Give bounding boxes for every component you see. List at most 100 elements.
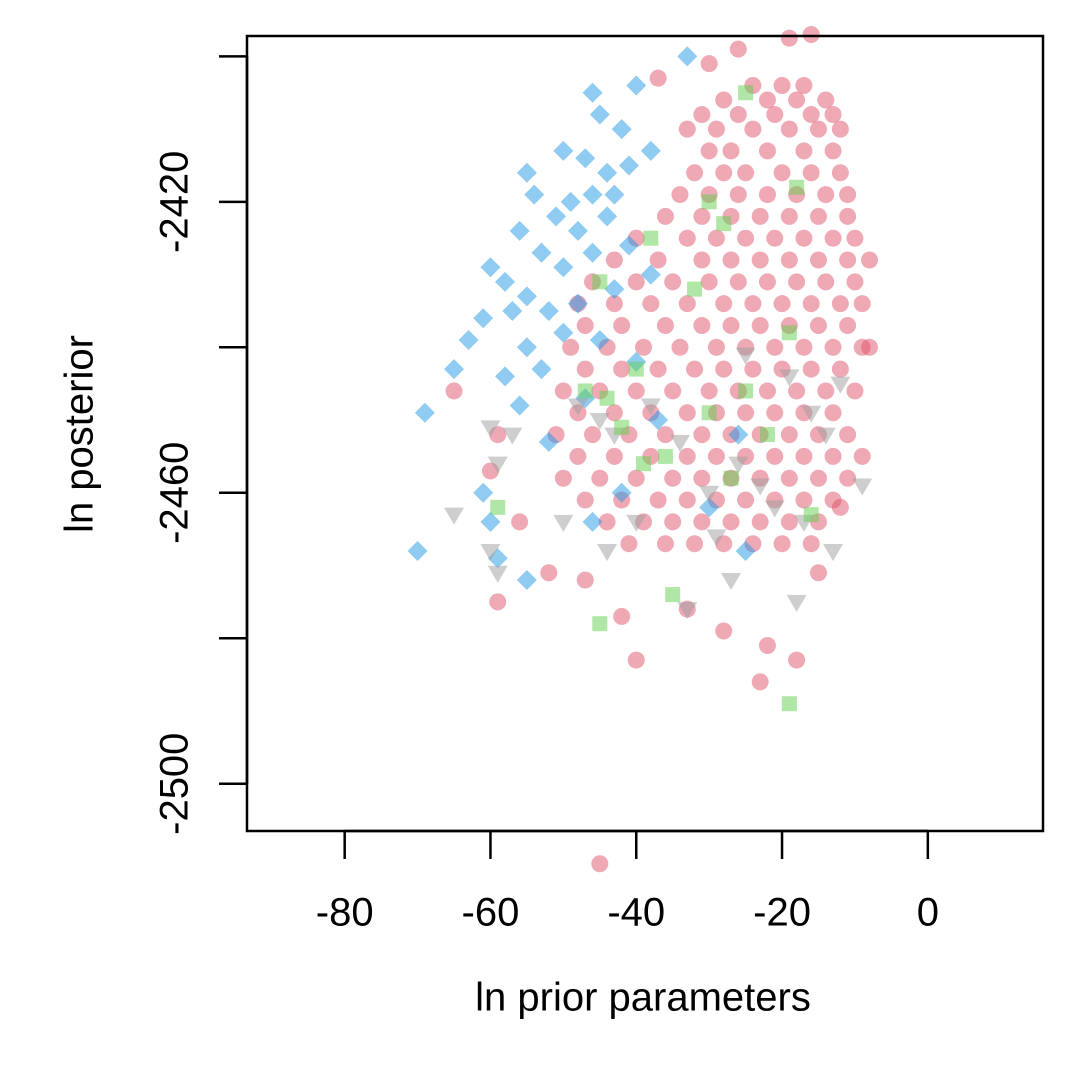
point [699, 485, 720, 503]
point [839, 207, 857, 225]
point [582, 82, 603, 103]
point [567, 398, 588, 416]
point [554, 469, 572, 487]
point [701, 194, 717, 210]
point [707, 120, 725, 138]
point [553, 514, 574, 532]
point [722, 316, 740, 334]
point [853, 295, 871, 313]
point [764, 500, 785, 518]
point [780, 29, 798, 47]
point [560, 191, 581, 212]
point [678, 404, 696, 422]
point [553, 322, 574, 343]
point [780, 426, 798, 444]
point [751, 316, 769, 334]
x-tick-label: -60 [462, 891, 520, 935]
point [781, 696, 797, 712]
point [582, 242, 603, 263]
point [788, 91, 806, 109]
point [758, 637, 776, 655]
point [480, 420, 501, 438]
point [802, 106, 820, 124]
point [786, 594, 807, 612]
point [839, 251, 857, 269]
point [700, 142, 718, 160]
point [407, 540, 428, 561]
point [737, 164, 755, 182]
point [758, 382, 776, 400]
point [722, 251, 740, 269]
point [817, 91, 835, 109]
point [611, 119, 632, 140]
point [831, 120, 849, 138]
point [802, 535, 820, 553]
point [824, 142, 842, 160]
point [509, 395, 530, 416]
point [802, 360, 820, 378]
point [628, 361, 644, 377]
point [706, 529, 727, 547]
point [584, 426, 602, 444]
point [846, 229, 864, 247]
point [715, 91, 733, 109]
point [809, 120, 827, 138]
point [686, 360, 704, 378]
point [516, 162, 537, 183]
point [605, 295, 623, 313]
point [780, 207, 798, 225]
point [627, 469, 645, 487]
point [516, 337, 537, 358]
point [582, 184, 603, 205]
point [546, 206, 567, 227]
point [597, 162, 618, 183]
point [795, 76, 813, 94]
point [693, 426, 711, 444]
point [839, 186, 857, 204]
point [576, 491, 594, 509]
point [817, 273, 835, 291]
point [649, 491, 667, 509]
point [700, 382, 718, 400]
point [693, 106, 711, 124]
point [715, 622, 733, 640]
point [737, 229, 755, 247]
point [582, 511, 603, 532]
point [693, 207, 711, 225]
point [758, 91, 776, 109]
point [592, 274, 608, 290]
point [809, 564, 827, 582]
point [861, 251, 879, 269]
point [487, 456, 508, 474]
point [693, 316, 711, 334]
point [657, 448, 673, 464]
point [729, 273, 747, 291]
point [780, 469, 798, 487]
point [737, 491, 755, 509]
point [715, 164, 733, 182]
point [839, 316, 857, 334]
point [414, 402, 435, 423]
point [495, 366, 516, 387]
point [489, 593, 507, 611]
point [473, 482, 494, 503]
point [597, 543, 618, 561]
point [656, 207, 674, 225]
point [589, 413, 610, 431]
point [649, 360, 667, 378]
x-tick-label: -40 [607, 891, 665, 935]
point [480, 257, 501, 278]
point [801, 405, 822, 423]
point [649, 69, 667, 87]
point [693, 251, 711, 269]
point [649, 251, 667, 269]
point [735, 540, 756, 561]
point [576, 360, 594, 378]
point [671, 186, 689, 204]
point [677, 46, 698, 67]
point [531, 242, 552, 263]
point [846, 382, 864, 400]
point [758, 186, 776, 204]
point [824, 338, 842, 356]
